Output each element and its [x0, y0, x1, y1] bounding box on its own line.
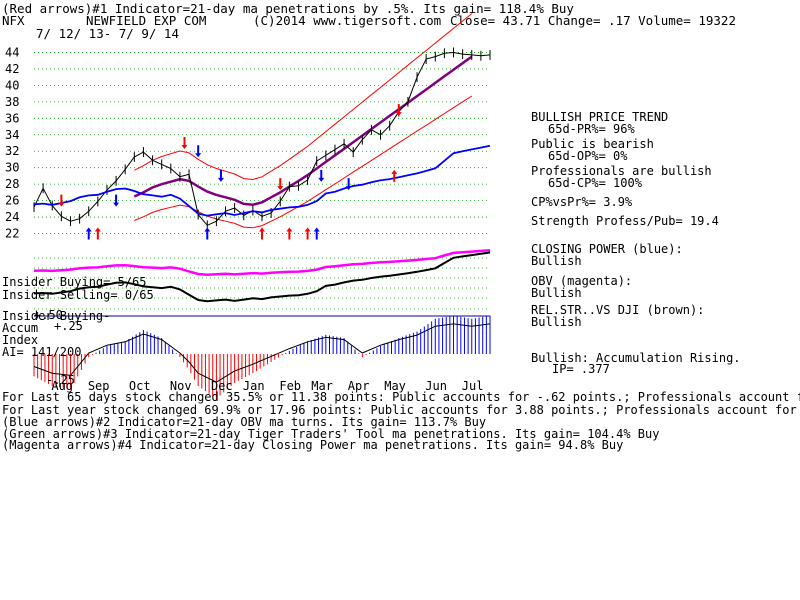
y-tick-label: 28: [5, 177, 19, 191]
pros-status: Professionals are bullish: [531, 164, 712, 178]
cpvspr-value: CP%vsPr%= 3.9%: [531, 195, 633, 209]
company-name: NEWFIELD EXP COM: [86, 13, 207, 28]
series-layer: [33, 13, 491, 317]
signal-arrow-head: [304, 227, 311, 232]
signal-arrows: [58, 104, 402, 240]
month-label: Apr: [348, 379, 370, 393]
signal-arrow-head: [391, 169, 398, 174]
relstr-label: REL.STR..VS DJI (brown):: [531, 303, 705, 317]
index-label: Index: [2, 333, 39, 347]
relstr-status: Bullish: [531, 315, 582, 329]
month-label: Jan: [243, 379, 265, 393]
month-label: Mar: [311, 379, 333, 393]
y-tick-label: 30: [5, 161, 19, 175]
obv-label: OBV (magenta):: [531, 274, 633, 288]
quote-line: Close= 43.71 Change= .17 Volume= 19322: [450, 13, 736, 28]
footer-green-arrows: (Green arrows)#3 Indicator=21-day Tiger …: [2, 427, 660, 441]
y-tick-label: 42: [5, 62, 19, 76]
signal-arrow-head: [313, 227, 320, 232]
y-axis-ticks: 22 24 26 28 30 32 34 36 38 40 42 44: [5, 45, 19, 240]
x-axis-months: Aug Sep Oct Nov Dec Jan Feb Mar Apr May Jun Jul: [51, 379, 483, 393]
strength-value: Strength Profess/Pub= 19.4: [531, 214, 719, 228]
y-tick-label: 34: [5, 128, 19, 142]
ai-label: AI= 141/200: [2, 345, 82, 359]
y-tick-label: 24: [5, 210, 19, 224]
y-tick-label: 26: [5, 194, 19, 208]
accum-status: Bullish: Accumulation Rising.: [531, 351, 741, 365]
price-line: [33, 51, 491, 226]
footer-blue-arrows: (Blue arrows)#2 Indicator=21-day OBV ma …: [2, 415, 487, 429]
month-label: Aug: [51, 379, 73, 393]
closing-power-status: Bullish: [531, 254, 582, 268]
signal-arrow-head: [259, 227, 265, 232]
accum-label: Accum: [2, 321, 39, 335]
lower-band-line: [134, 95, 473, 229]
y-tick-label: 32: [5, 144, 19, 158]
cp-value: 65d-CP%= 100%: [548, 176, 642, 190]
relstr-line: [33, 251, 491, 303]
insider-buying-label: Insider Buying= 5/65: [2, 275, 147, 289]
month-label: Feb: [279, 379, 301, 393]
y-tick-label: 36: [5, 111, 19, 125]
signal-arrow-head: [181, 145, 188, 149]
pr-value: 65d-PR%= 96%: [548, 122, 635, 136]
accum-plus50-label: +.50: [34, 308, 63, 322]
date-range: 7/ 12/ 13- 7/ 9/ 14: [36, 26, 179, 41]
month-label: Sep: [88, 379, 110, 393]
accum-plus25-label: +.25: [54, 319, 83, 333]
ticker: NFX: [2, 13, 25, 28]
signal-arrow-head: [58, 202, 65, 207]
signal-arrow-head: [204, 227, 211, 232]
closing-power-label: CLOSING POWER (blue):: [531, 242, 683, 256]
grid-lines: [34, 52, 490, 310]
insider-buying-2-label: Insider Buying-: [2, 309, 111, 323]
month-label: Jun: [425, 379, 447, 393]
y-tick-label: 44: [5, 45, 19, 59]
signal-arrow-head: [195, 153, 202, 158]
accum-histogram: [33, 315, 491, 399]
upper-band-line: [134, 13, 473, 181]
month-label: Nov: [170, 379, 192, 393]
signal-arrow-head: [85, 227, 92, 232]
footer-65day: For Last 65 days stock changed 35.5% or …: [2, 390, 800, 404]
month-label: Jul: [462, 379, 484, 393]
y-tick-label: 38: [5, 95, 19, 109]
y-tick-label: 22: [5, 227, 19, 241]
indicator-1-line: (Red arrows)#1 Indicator=21-day ma penet…: [2, 1, 574, 16]
month-label: Oct: [129, 379, 151, 393]
month-label: Dec: [211, 379, 233, 393]
signal-arrow-head: [277, 186, 284, 191]
footer-year: For Last year stock changed 69.9% or 17.…: [2, 403, 800, 417]
copyright: (C)2014 www.tigersoft.com: [253, 13, 442, 28]
signal-arrow-head: [217, 177, 224, 182]
obv-line: [33, 248, 491, 276]
closing-power-line: [33, 144, 491, 217]
signal-arrow-head: [113, 202, 120, 207]
public-status: Public is bearish: [531, 137, 654, 151]
accum-ma-line: [33, 323, 491, 383]
signal-arrow-head: [94, 227, 101, 232]
signal-arrow-head: [345, 186, 352, 191]
ip-value: IP= .377: [552, 362, 610, 376]
obv-status: Bullish: [531, 286, 582, 300]
month-label: May: [384, 379, 406, 393]
accum-minus25-label: -.25: [46, 373, 75, 387]
signal-arrow-head: [318, 177, 325, 182]
insider-selling-label: Insider Selling= 0/65: [2, 288, 154, 302]
footer-magenta-arrows: (Magenta arrows)#4 Indicator=21-day Clos…: [2, 438, 624, 452]
signal-arrow-head: [286, 227, 293, 232]
price-trend: BULLISH PRICE TREND: [531, 110, 669, 124]
op-value: 65d-OP%= 0%: [548, 149, 628, 163]
signal-arrow-head: [395, 112, 402, 117]
y-tick-label: 40: [5, 78, 19, 92]
